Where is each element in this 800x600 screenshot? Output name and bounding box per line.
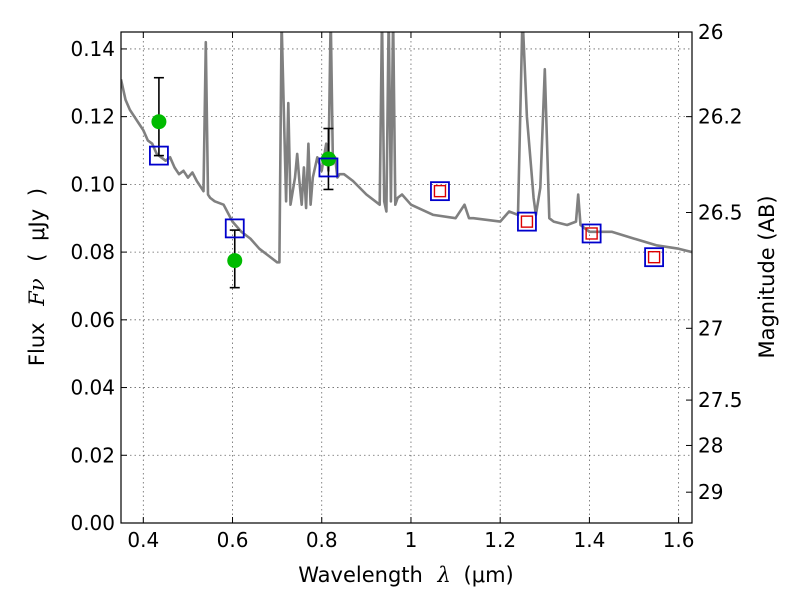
- y-tick-label: 0.04: [70, 376, 115, 400]
- x-axis-title-symbol: λ: [437, 563, 451, 587]
- y-axis-title-symbol: Fν: [25, 278, 49, 307]
- observed-point: [151, 114, 167, 130]
- y2-axis-title: Magnitude (AB): [755, 195, 779, 358]
- plot-area: [121, 32, 692, 289]
- y2-tick-label: 26.5: [698, 200, 743, 224]
- model-band-inner-square: [647, 250, 661, 264]
- y-axis-title-open-paren: (: [25, 253, 49, 261]
- model-band-square: [430, 181, 450, 202]
- model-band-points: [149, 145, 664, 268]
- y-tick-label: 0.02: [70, 443, 115, 467]
- x-tick-label: 1.4: [573, 528, 605, 552]
- y-tick-label: 0.14: [70, 37, 115, 61]
- y-tick-label: 0.00: [70, 511, 115, 535]
- model-band-square: [644, 247, 664, 268]
- observed-points: [151, 114, 336, 269]
- model-spectrum-series: [121, 32, 692, 264]
- y-tick-label: 0.10: [70, 172, 115, 196]
- x-axis-title-prefix: Wavelength: [298, 563, 423, 587]
- x-tick-label: 1.6: [663, 528, 695, 552]
- y2-tick-label: 28: [698, 433, 723, 457]
- y2-axis-ticks: 26 26.2 26.5 27 27.5 28 29: [686, 20, 743, 504]
- model-band-square: [517, 211, 537, 232]
- model-band-inner-square: [585, 227, 598, 240]
- y-tick-label: 0.06: [70, 308, 115, 332]
- model-band-square: [149, 145, 169, 166]
- y2-tick-label: 26: [698, 20, 723, 44]
- y2-tick-label: 29: [698, 480, 723, 504]
- y-axis-title-prefix: Flux: [25, 322, 49, 366]
- y-axis-title: Flux Fν ( μJy ): [25, 188, 49, 366]
- x-axis-title-unit: (μm): [464, 563, 514, 587]
- model-band-square: [224, 218, 245, 239]
- x-tick-label: 1: [405, 528, 418, 552]
- y2-tick-label: 27.5: [698, 388, 743, 412]
- plot-frame: [120, 31, 693, 524]
- x-tick-label: 0.6: [217, 528, 249, 552]
- x-tick-label: 0.8: [306, 528, 338, 552]
- model-band-inner-square: [520, 215, 534, 228]
- x-axis-title: Wavelength λ (μm): [298, 563, 513, 587]
- model-band-square: [318, 157, 339, 178]
- model-band-square: [581, 223, 602, 244]
- y-axis-title-unit: μJy: [25, 209, 49, 241]
- x-axis-ticks: 0.4 0.6 0.8 1 1.2 1.4 1.6: [127, 32, 695, 552]
- y2-tick-label: 26.2: [698, 105, 743, 129]
- y-tick-label: 0.08: [70, 240, 115, 264]
- y-axis-title-close-paren: ): [25, 188, 49, 196]
- observed-point: [227, 253, 243, 269]
- model-band-inner-square: [433, 184, 447, 198]
- y-axis-ticks: 0.00 0.02 0.04 0.06 0.08 0.10 0.12 0.14: [70, 37, 127, 535]
- y-tick-label: 0.12: [70, 105, 115, 129]
- x-tick-label: 0.4: [127, 528, 159, 552]
- model-spectrum-line: [121, 32, 692, 264]
- y2-tick-label: 27: [698, 316, 723, 340]
- x-tick-label: 1.2: [484, 528, 516, 552]
